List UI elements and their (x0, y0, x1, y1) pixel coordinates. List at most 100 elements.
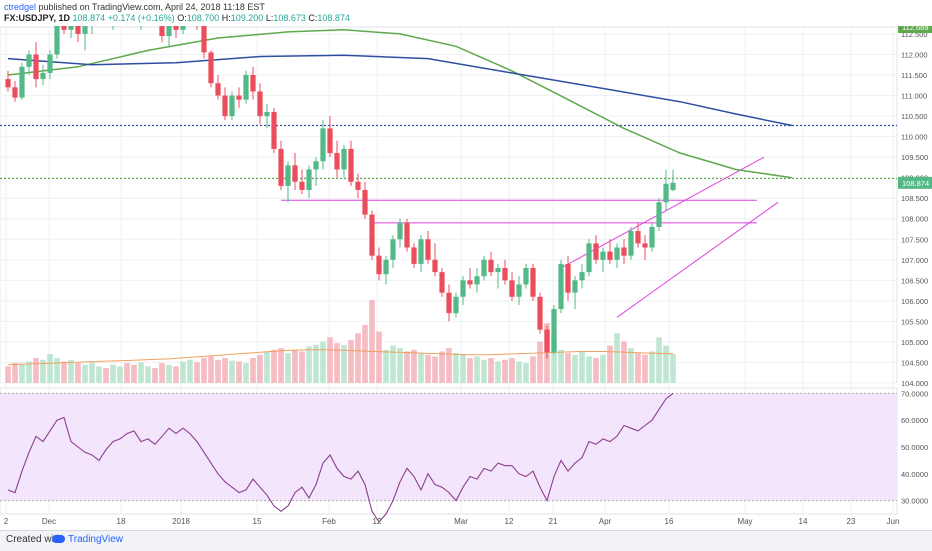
moving-average-mid-line (7, 29, 793, 179)
candle (91, 26, 93, 34)
candle-body (306, 169, 312, 190)
candle-body (313, 161, 319, 170)
candle (355, 173, 361, 199)
x-tick-label: 2018 (172, 517, 190, 526)
candle (502, 259, 508, 285)
candle (551, 304, 557, 355)
footer-bar: Created with TradingView (0, 530, 932, 551)
candle (208, 50, 214, 88)
candle-body (418, 239, 424, 264)
volume-bar (201, 358, 207, 383)
price-label-text: 108.874 (902, 179, 929, 188)
candle-body (607, 251, 613, 260)
candle-body (516, 284, 522, 297)
candle (292, 153, 298, 190)
symbol-label[interactable]: FX:USDJPY, 1D (4, 13, 71, 23)
candle-body (159, 26, 165, 36)
candle-body (229, 95, 235, 117)
volume-bar (243, 363, 249, 383)
volume-bar (89, 362, 95, 383)
volume-bar (460, 354, 466, 383)
candle (166, 26, 172, 47)
candle (460, 276, 466, 305)
candle (341, 144, 347, 178)
volume-bar (208, 356, 214, 383)
candle (243, 70, 249, 104)
candle-body (404, 222, 410, 248)
candle-body (565, 263, 571, 293)
volume-bar (621, 341, 627, 383)
candle-body (572, 280, 578, 293)
candle-body (236, 95, 242, 100)
candle-body (642, 243, 648, 248)
volume-bar (61, 361, 67, 383)
candle-body (537, 296, 543, 330)
candle (474, 268, 480, 293)
volume-bar (138, 362, 144, 383)
low-value: 108.673 (273, 13, 306, 23)
candle (404, 218, 410, 252)
volume-bar (257, 354, 263, 383)
volume-bar (635, 353, 641, 383)
candle-body (12, 87, 18, 98)
candle (180, 26, 186, 34)
candle-body (523, 268, 529, 285)
candle-body (278, 148, 284, 186)
candle (586, 239, 592, 277)
candle-body (579, 272, 585, 281)
candle (439, 268, 445, 297)
candle (656, 198, 662, 232)
candle-body (600, 251, 606, 260)
volume-bar (537, 341, 543, 383)
candle-body (173, 26, 179, 30)
candle-body (432, 259, 438, 273)
volume-bar (481, 359, 487, 383)
y-tick-label: 105.000 (901, 338, 928, 347)
volume-bar (411, 349, 417, 383)
x-tick-label: Feb (322, 517, 336, 526)
price-chart[interactable]: 104.000 104.500 105.000 105.500 106.000 106.5… (0, 26, 932, 530)
volume-bar (341, 344, 347, 383)
candle (642, 235, 648, 260)
candle (40, 64, 46, 86)
candle-body (327, 128, 333, 154)
ohlc-line: FX:USDJPY, 1D 108.874 +0.174 (+0.16%) O:… (4, 13, 350, 23)
candle (558, 259, 564, 314)
candle-body (264, 111, 270, 117)
candle-body (628, 231, 634, 256)
candle (579, 263, 585, 289)
tradingview-logo[interactable]: TradingView (52, 534, 123, 545)
candle-body (502, 268, 508, 281)
volume-bar (166, 364, 172, 383)
volume-bar (47, 353, 53, 383)
candle-body (481, 259, 487, 277)
candle-body (215, 83, 221, 96)
volume-bar (33, 358, 39, 383)
price-change: +0.174 (+0.16%) (107, 13, 175, 23)
candle (264, 103, 270, 129)
volume-bar (278, 348, 284, 383)
channel-lower-line (616, 201, 779, 318)
publisher-line: ctredgel published on TradingView.com, A… (4, 2, 265, 12)
volume-bar (103, 368, 109, 383)
moving-average-long-line (7, 54, 793, 127)
close-value: 108.874 (317, 13, 350, 23)
volume-bar (362, 324, 368, 383)
volume-bar (474, 356, 480, 383)
x-tick-label: May (737, 517, 752, 526)
volume-bar (558, 349, 564, 383)
price-label-box (898, 26, 932, 33)
volume-bar (663, 345, 669, 383)
candle (271, 107, 277, 154)
y-tick-label: 104.000 (901, 379, 928, 388)
volume-bar (19, 364, 25, 383)
x-tick-label: 15 (253, 517, 262, 526)
volume-bar (131, 364, 137, 383)
volume-bar (439, 351, 445, 383)
rsi-line (7, 392, 674, 523)
candle-body (621, 247, 627, 256)
volume-bar (530, 356, 536, 383)
publisher-user-link[interactable]: ctredgel (4, 2, 37, 12)
candle-body (47, 54, 53, 73)
candle (565, 255, 571, 301)
